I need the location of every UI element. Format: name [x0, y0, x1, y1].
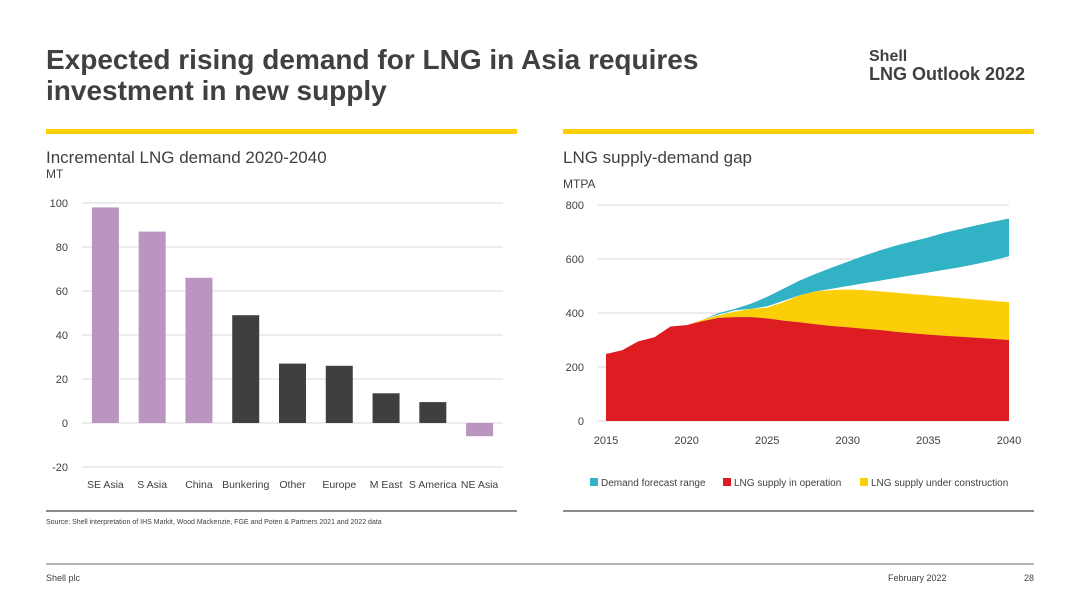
- area-x-tick-label: 2030: [836, 435, 860, 447]
- left-chart-unit: MT: [46, 167, 64, 181]
- legend-swatch: [590, 478, 598, 486]
- bar-s-asia: [138, 231, 166, 423]
- right-accent-rule: [563, 129, 1034, 134]
- brand-report-title: LNG Outlook 2022: [869, 64, 1026, 84]
- bar-ne-asia: [466, 423, 494, 437]
- area-y-tick-label: 200: [566, 362, 584, 374]
- bar-y-tick-label: 60: [56, 286, 68, 298]
- bar-se-asia: [91, 207, 119, 423]
- page-number: 28: [1024, 573, 1035, 583]
- bar-y-tick-label: 20: [56, 374, 68, 386]
- right-chart-title: LNG supply-demand gap: [563, 148, 753, 167]
- bar-x-tick-label: NE Asia: [461, 479, 499, 491]
- page-title: Expected rising demand for LNG in Asia r…: [46, 44, 699, 106]
- legend-label: LNG supply in operation: [734, 478, 841, 489]
- brand-logo: Shell LNG Outlook 2022: [869, 48, 1025, 84]
- bar-y-tick-label: -20: [52, 462, 68, 474]
- bar-y-tick-label: 40: [56, 330, 68, 342]
- legend-label: Demand forecast range: [601, 478, 706, 489]
- legend-swatch: [723, 478, 731, 486]
- left-accent-rule: [46, 129, 517, 134]
- legend-label: LNG supply under construction: [871, 478, 1008, 489]
- brand-name: Shell: [869, 48, 908, 65]
- bar-other: [279, 363, 306, 423]
- right-chart-bottom-rule: [563, 510, 1034, 512]
- bar-y-tick-label: 80: [56, 242, 68, 254]
- bar-bunkering: [232, 315, 260, 423]
- bar-x-tick-label: China: [185, 479, 213, 491]
- area-x-tick-label: 2035: [916, 435, 940, 447]
- left-chart-bottom-rule: [46, 510, 517, 512]
- source-note: Source: Shell interpretation of IHS Mark…: [46, 519, 382, 526]
- left-chart-title: Incremental LNG demand 2020-2040: [46, 148, 327, 167]
- demand-forecast-range-area: [606, 218, 1009, 354]
- area-x-tick-label: 2015: [594, 435, 618, 447]
- legend-swatch: [860, 478, 868, 486]
- supply-in-operation-area: [606, 317, 1009, 421]
- bar-x-tick-label: Bunkering: [222, 479, 269, 491]
- supply-under-construction-area: [606, 289, 1009, 354]
- bar-x-tick-label: Other: [279, 479, 306, 491]
- footer-date: February 2022: [888, 573, 947, 583]
- bar-m-east: [372, 393, 400, 423]
- bar-x-tick-label: S America: [409, 479, 457, 491]
- bar-x-tick-label: Europe: [322, 479, 356, 491]
- area-y-tick-label: 400: [566, 308, 584, 320]
- area-x-tick-label: 2020: [674, 435, 698, 447]
- area-x-tick-label: 2025: [755, 435, 779, 447]
- bar-x-tick-label: S Asia: [137, 479, 167, 491]
- bar-s-america: [419, 402, 447, 423]
- footer-divider: [46, 563, 1034, 565]
- area-y-tick-label: 800: [566, 200, 584, 212]
- bar-x-tick-label: M East: [370, 479, 403, 491]
- bar-y-tick-label: 0: [62, 418, 68, 430]
- right-chart-unit: MTPA: [563, 177, 596, 191]
- bar-y-tick-label: 100: [50, 198, 68, 210]
- area-y-tick-label: 0: [578, 416, 584, 428]
- bar-china: [185, 277, 213, 423]
- area-x-tick-label: 2040: [997, 435, 1021, 447]
- footer-company: Shell plc: [46, 573, 81, 583]
- bar-x-tick-label: SE Asia: [87, 479, 124, 491]
- area-y-tick-label: 600: [566, 254, 584, 266]
- bar-europe: [325, 365, 353, 423]
